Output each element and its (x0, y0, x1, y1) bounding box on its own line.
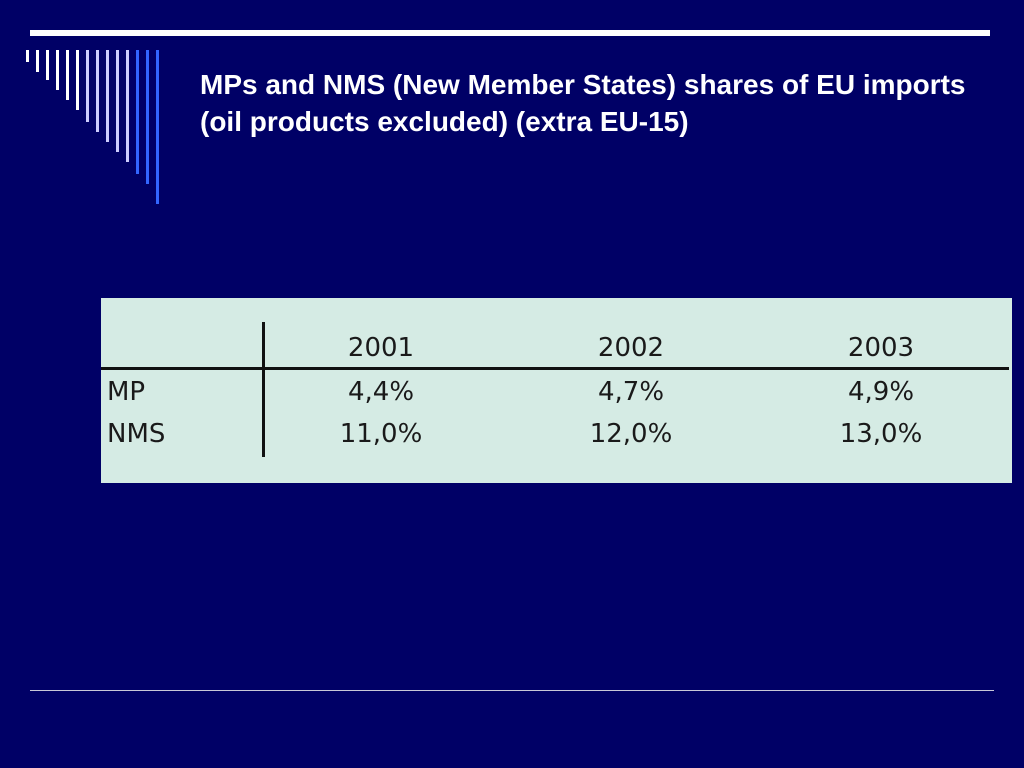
decorative-bar (126, 50, 129, 162)
table-vertical-rule (262, 322, 265, 457)
bottom-divider-line (30, 690, 994, 691)
top-divider-line (30, 30, 990, 36)
cell-mp-2003: 4,9% (847, 377, 915, 407)
cell-mp-2001: 4,4% (347, 377, 415, 407)
row-label-mp: MP (107, 377, 146, 407)
vertical-bars-icon (26, 50, 176, 210)
slide-title: MPs and NMS (New Member States) shares o… (200, 69, 966, 137)
decorative-bar (96, 50, 99, 132)
cell-mp-2002: 4,7% (597, 377, 665, 407)
column-header-2001: 2001 (347, 333, 415, 363)
decorative-bar (146, 50, 149, 184)
column-header-2002: 2002 (597, 333, 665, 363)
decorative-bar (56, 50, 59, 90)
cell-nms-2003: 13,0% (839, 419, 923, 449)
decorative-bar (106, 50, 109, 142)
decorative-bar (26, 50, 29, 62)
decorative-bar (36, 50, 39, 72)
row-label-nms: NMS (107, 419, 166, 449)
decorative-bar (66, 50, 69, 100)
decorative-bar (86, 50, 89, 122)
decorative-bar (46, 50, 49, 80)
decorative-bar (76, 50, 79, 110)
decorative-bar (136, 50, 139, 174)
decorative-bar (156, 50, 159, 204)
decorative-bar (116, 50, 119, 152)
column-header-2003: 2003 (847, 333, 915, 363)
table-header-rule (101, 367, 1009, 370)
cell-nms-2001: 11,0% (339, 419, 423, 449)
cell-nms-2002: 12,0% (589, 419, 673, 449)
data-table: 2001 2002 2003 MP 4,4% 4,7% 4,9% NMS 11,… (101, 298, 1012, 483)
